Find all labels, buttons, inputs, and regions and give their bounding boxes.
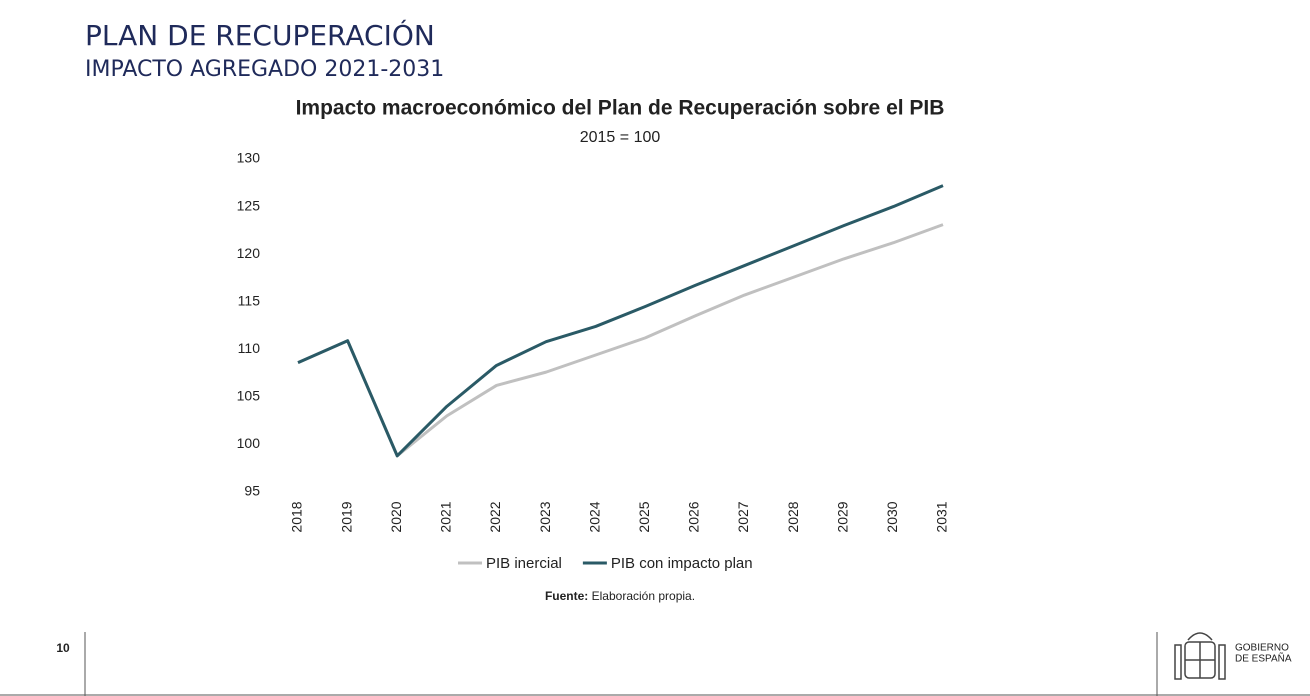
x-tick-label: 2020 bbox=[388, 501, 404, 532]
source-text: Elaboración propia. bbox=[592, 589, 695, 603]
y-tick-label: 120 bbox=[237, 245, 261, 261]
x-tick-label: 2031 bbox=[934, 501, 950, 532]
x-tick-label: 2022 bbox=[487, 501, 503, 532]
y-tick-label: 110 bbox=[238, 340, 261, 356]
x-tick-label: 2028 bbox=[785, 501, 801, 532]
x-tick-label: 2023 bbox=[537, 501, 553, 532]
series-line bbox=[297, 184, 944, 458]
y-tick-label: 115 bbox=[238, 292, 261, 308]
y-tick-label: 105 bbox=[237, 388, 261, 404]
x-tick-label: 2027 bbox=[735, 501, 751, 532]
chart-title: Impacto macroeconómico del Plan de Recup… bbox=[296, 97, 945, 120]
slide-subtitle: IMPACTO AGREGADO 2021-2031 bbox=[85, 57, 444, 82]
chart-subtitle: 2015 = 100 bbox=[580, 129, 661, 146]
x-tick-label: 2030 bbox=[884, 501, 900, 532]
org-name: GOBIERNO bbox=[1235, 643, 1289, 654]
source: Fuente: Elaboración propia. bbox=[545, 589, 695, 603]
source-label: Fuente: bbox=[545, 589, 588, 603]
y-tick-label: 100 bbox=[237, 435, 261, 451]
slide-title: PLAN DE RECUPERACIÓN bbox=[85, 18, 435, 52]
emblem bbox=[1174, 632, 1226, 680]
x-tick-label: 2029 bbox=[834, 501, 850, 532]
x-tick-label: 2019 bbox=[338, 501, 354, 532]
series-line bbox=[297, 223, 944, 458]
page-number: 10 bbox=[56, 641, 70, 655]
x-tick-label: 2018 bbox=[289, 501, 305, 532]
x-tick-label: 2021 bbox=[438, 501, 454, 532]
legend-label: PIB con impacto plan bbox=[611, 555, 753, 572]
x-tick-label: 2024 bbox=[586, 501, 602, 532]
x-tick-label: 2026 bbox=[686, 501, 702, 532]
x-tick-label: 2025 bbox=[636, 501, 652, 532]
y-tick-label: 95 bbox=[244, 483, 260, 499]
legend-label: PIB inercial bbox=[486, 555, 562, 572]
org-name: DE ESPAÑA bbox=[1235, 652, 1292, 665]
y-tick-label: 130 bbox=[237, 150, 261, 166]
y-tick-label: 125 bbox=[237, 197, 261, 213]
